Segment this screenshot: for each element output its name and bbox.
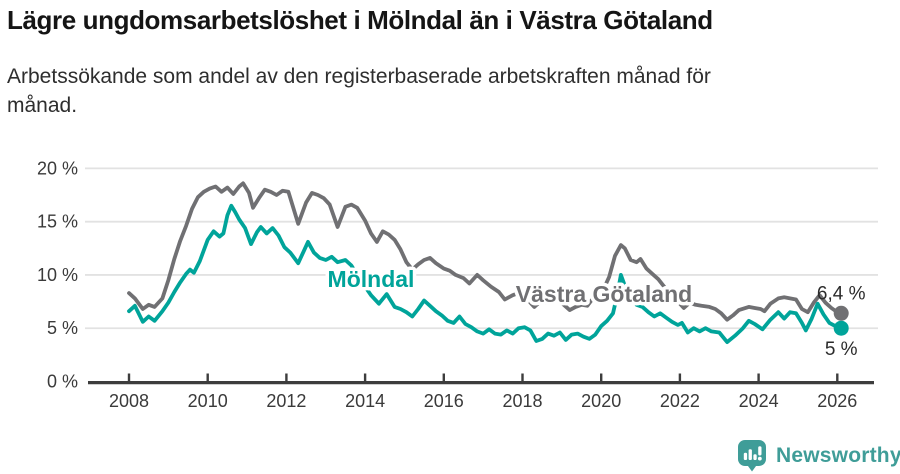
x-tick-label: 2016: [424, 391, 464, 411]
x-tick-label: 2008: [109, 391, 149, 411]
x-tick-label: 2012: [266, 391, 306, 411]
end-value-label-v-stra-g-taland: 6,4 %: [817, 283, 866, 304]
x-tick-label: 2026: [817, 391, 857, 411]
y-tick-label: 5 %: [47, 318, 78, 338]
end-value-label-m-lndal: 5 %: [825, 339, 858, 360]
series-line-v-stra-g-taland: [127, 181, 844, 322]
series-label-m-lndal: Mölndal: [328, 266, 415, 292]
chart-subtitle: Arbetssökande som andel av den registerb…: [7, 62, 711, 120]
logo-exclamation-icon: [758, 446, 762, 456]
series-line-m-lndal: [127, 203, 844, 345]
y-tick-label: 0 %: [47, 372, 78, 392]
x-tick-label: 2014: [345, 391, 385, 411]
x-tick-label: 2018: [502, 391, 542, 411]
x-tick-label: 2022: [660, 391, 700, 411]
series-label-v-stra-g-taland: Västra Götaland: [516, 281, 692, 307]
series-end-dot-m-lndal: [833, 320, 849, 336]
logo-bar-2: [748, 449, 752, 460]
y-tick-label: 10 %: [37, 265, 78, 285]
x-tick-label: 2010: [188, 391, 228, 411]
chart-title: Lägre ungdomsarbetslöshet i Mölndal än i…: [7, 5, 713, 35]
y-tick-label: 15 %: [37, 212, 78, 232]
brand-name: Newsworthy: [776, 443, 900, 467]
series-end-dot-v-stra-g-taland: [833, 305, 849, 321]
subtitle-line-2: månad.: [7, 94, 78, 117]
logo-bar-1: [743, 452, 748, 460]
brand-footer: Newsworthy: [737, 439, 900, 472]
logo-bar-3: [753, 454, 757, 460]
subtitle-line-1: Arbetssökande som andel av den registerb…: [7, 65, 711, 88]
y-tick-label: 20 %: [37, 158, 78, 178]
newsworthy-logo-icon: [738, 440, 766, 472]
x-tick-label: 2024: [739, 391, 779, 411]
x-tick-label: 2020: [581, 391, 621, 411]
